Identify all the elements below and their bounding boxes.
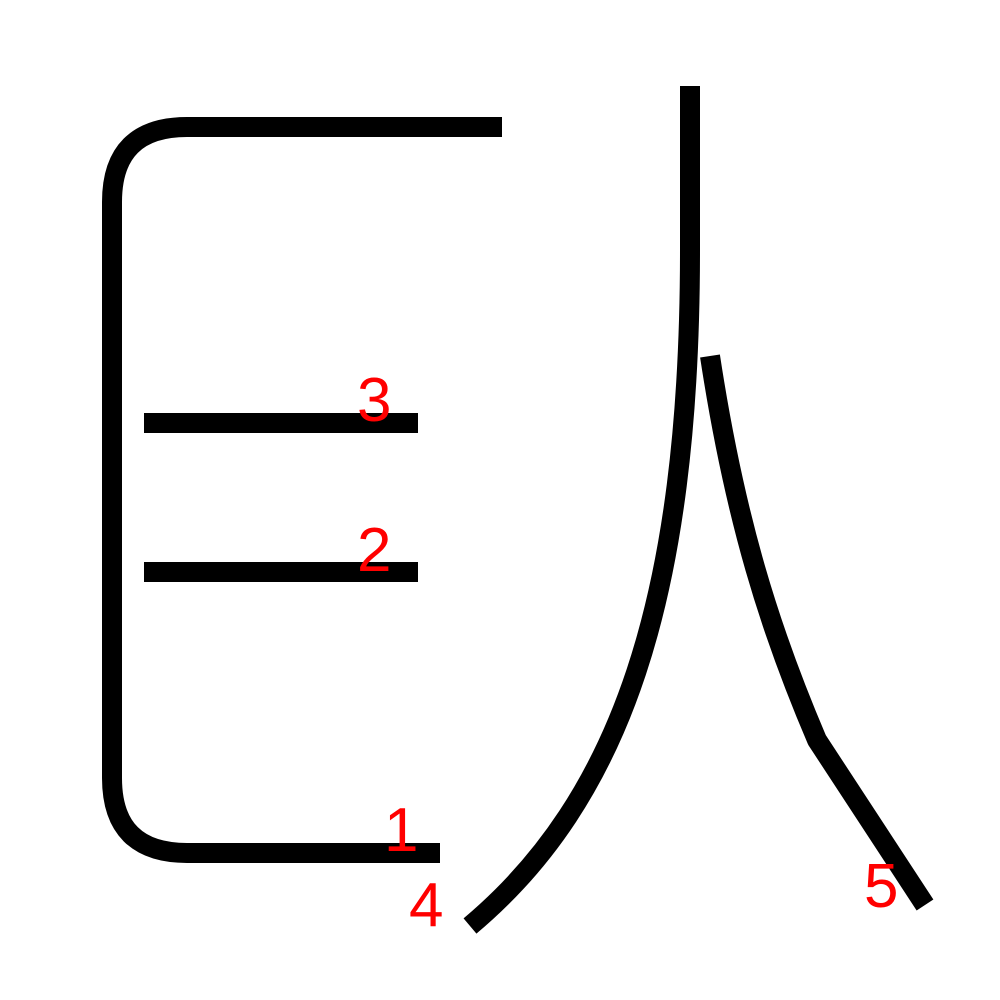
stroke-4-path (463, 86, 700, 934)
stroke-5-number: 5 (864, 852, 898, 921)
stroke-5-path (700, 354, 934, 911)
stroke-1-number: 1 (384, 796, 418, 865)
stroke-1-path (102, 117, 502, 863)
stroke-2-number: 2 (357, 516, 391, 585)
stroke-3-number: 3 (357, 366, 391, 435)
stroke-4-number: 4 (409, 871, 443, 940)
